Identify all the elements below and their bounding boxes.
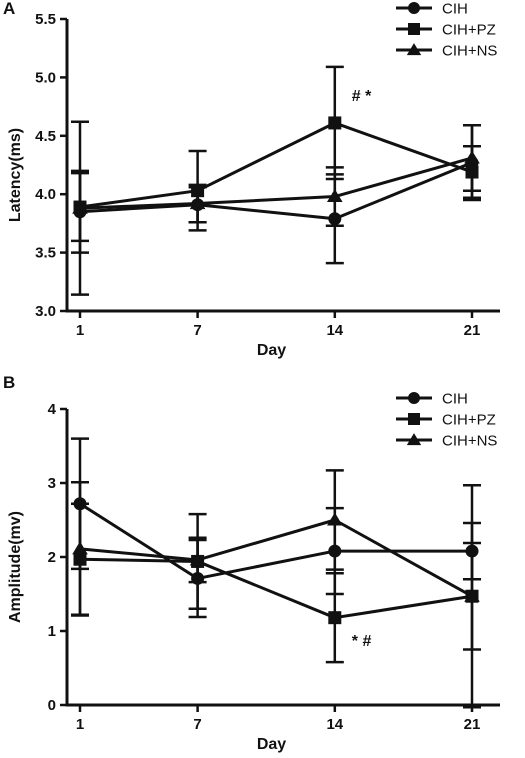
y-tick-label: 4.5 (35, 128, 56, 145)
data-point-triangle (464, 150, 480, 164)
x-axis-label: Day (257, 736, 286, 753)
x-tick-label: 7 (193, 716, 201, 733)
y-tick-label: 0 (48, 697, 56, 714)
series-line-triangle (79, 518, 473, 598)
y-tick-label: 4.0 (35, 186, 56, 203)
y-tick-label: 4 (48, 401, 57, 418)
legend-label: CIH+PZ (442, 412, 496, 429)
legend-marker-square (408, 23, 420, 35)
legend-label: CIH (442, 391, 468, 408)
legend-label: CIH+PZ (442, 22, 496, 39)
y-tick-label: 3.0 (35, 303, 56, 320)
legend-marker-square (408, 413, 420, 425)
data-point-triangle (327, 512, 343, 526)
legend-marker-circle (408, 2, 420, 14)
data-point-triangle (189, 196, 206, 210)
series-line-square (79, 121, 473, 209)
legend-marker-circle (408, 392, 420, 404)
series-line-square (79, 557, 473, 620)
data-point-triangle (72, 541, 88, 555)
x-tick-label: 14 (326, 716, 343, 733)
y-tick-label: 1 (48, 623, 56, 640)
significance-annotation: * # (352, 633, 372, 650)
data-point-square (328, 611, 342, 625)
x-tick-label: 1 (76, 322, 84, 339)
y-tick-label: 3 (48, 475, 56, 492)
x-tick-label: 1 (76, 716, 84, 733)
y-tick-label: 2 (48, 549, 56, 566)
legend-label: CIH+NS (442, 433, 497, 450)
legend-marker-triangle (406, 43, 422, 56)
x-tick-label: 14 (326, 322, 343, 339)
series-line-circle (79, 502, 472, 580)
series-line-circle (79, 161, 473, 221)
legend-label: CIH+NS (442, 43, 497, 60)
y-axis-label: Amplitude(mv) (7, 511, 24, 623)
x-tick-label: 7 (193, 322, 201, 339)
series-line-triangle (79, 156, 473, 210)
legend-marker-triangle (406, 433, 422, 446)
data-point-triangle (327, 189, 343, 203)
data-point-square (328, 116, 342, 130)
panel-letter-B: B (3, 373, 15, 392)
y-tick-label: 5.5 (35, 11, 56, 28)
legend-label: CIH (442, 1, 468, 18)
x-axis-label: Day (257, 342, 286, 359)
x-tick-label: 21 (464, 322, 481, 339)
panel-letter-A: A (3, 0, 15, 18)
y-tick-label: 5.0 (35, 69, 56, 86)
y-tick-label: 3.5 (35, 245, 56, 262)
data-point-triangle (72, 200, 88, 214)
data-point-triangle (464, 588, 480, 602)
y-axis-label: Latency(ms) (7, 128, 24, 222)
x-tick-label: 21 (464, 716, 481, 733)
significance-annotation: # * (352, 88, 372, 105)
data-point-triangle (189, 552, 206, 566)
